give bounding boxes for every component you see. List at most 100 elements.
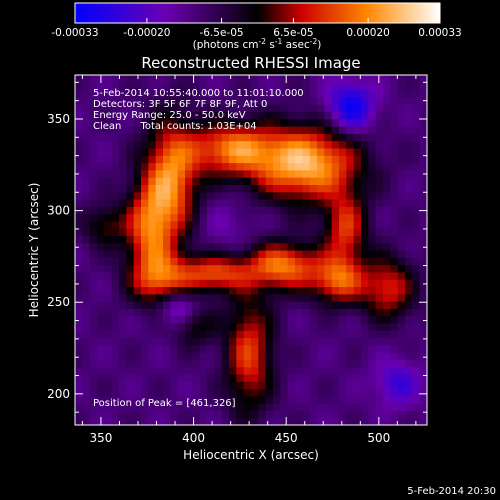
heatmap-cell	[302, 155, 311, 164]
heatmap-cell	[199, 82, 208, 91]
heatmap-cell	[317, 388, 325, 397]
heatmap-cell	[133, 213, 142, 222]
heatmap-cell	[412, 82, 421, 91]
heatmap-cell	[97, 322, 105, 331]
heatmap-cell	[170, 308, 179, 317]
heatmap-cell	[111, 111, 120, 120]
heatmap-cell	[148, 250, 157, 258]
heatmap-cell	[141, 155, 149, 164]
heatmap-cell	[207, 118, 215, 127]
heatmap-cell	[265, 89, 274, 98]
heatmap-cell	[353, 235, 362, 244]
heatmap-cell	[126, 242, 135, 251]
heatmap-cell	[412, 184, 421, 193]
heatmap-cell	[119, 381, 127, 390]
heatmap-cell	[309, 118, 318, 127]
heatmap-cell	[119, 242, 127, 251]
heatmap-cell	[287, 322, 296, 331]
colorbar-units-part: s	[266, 39, 275, 51]
heatmap-cell	[126, 264, 135, 273]
heatmap-cell	[273, 96, 281, 105]
heatmap-cell	[82, 104, 91, 113]
heatmap-cell	[346, 228, 355, 237]
heatmap-cell	[155, 286, 164, 295]
heatmap-cell	[82, 388, 91, 397]
heatmap-cell	[133, 140, 142, 149]
heatmap-cell	[89, 388, 98, 397]
heatmap-cell	[295, 271, 303, 280]
heatmap-cell	[97, 315, 105, 324]
heatmap-cell	[170, 89, 179, 98]
heatmap-cell	[155, 366, 164, 375]
heatmap-cell	[265, 213, 274, 222]
heatmap-cell	[119, 366, 127, 375]
heatmap-cell	[419, 271, 427, 280]
heatmap-cell	[265, 118, 274, 127]
heatmap-cell	[397, 89, 406, 98]
heatmap-cell	[214, 126, 223, 134]
heatmap-cell	[126, 111, 135, 120]
heatmap-cell	[280, 264, 289, 273]
heatmap-cell	[361, 301, 369, 309]
heatmap-cell	[302, 279, 311, 288]
heatmap-cell	[89, 286, 98, 295]
heatmap-cell	[221, 301, 230, 309]
heatmap-cell	[75, 235, 83, 244]
heatmap-cell	[368, 286, 377, 295]
heatmap-cell	[317, 228, 325, 237]
heatmap-cell	[331, 308, 340, 317]
heatmap-cell	[339, 75, 347, 83]
heatmap-cell	[141, 177, 149, 185]
heatmap-cell	[111, 308, 120, 317]
heatmap-cell	[97, 82, 105, 91]
heatmap-cell	[82, 322, 91, 331]
heatmap-cell	[177, 293, 186, 302]
heatmap-cell	[273, 308, 281, 317]
heatmap-cell	[346, 89, 355, 98]
heatmap-cell	[331, 140, 340, 149]
heatmap-cell	[397, 403, 406, 412]
heatmap-cell	[192, 235, 201, 244]
heatmap-cell	[258, 147, 267, 156]
heatmap-cell	[133, 257, 142, 266]
heatmap-cell	[163, 264, 171, 273]
heatmap-cell	[251, 228, 259, 237]
heatmap-cell	[302, 118, 311, 127]
heatmap-cell	[258, 82, 267, 91]
heatmap-cell	[177, 177, 186, 185]
heatmap-cell	[75, 279, 83, 288]
heatmap-cell	[302, 395, 311, 404]
heatmap-cell	[89, 191, 98, 200]
heatmap-cell	[375, 126, 384, 134]
heatmap-cell	[192, 395, 201, 404]
heatmap-cell	[258, 352, 267, 360]
heatmap-cell	[155, 410, 164, 419]
heatmap-cell	[89, 184, 98, 193]
heatmap-cell	[295, 257, 303, 266]
heatmap-cell	[361, 235, 369, 244]
heatmap-cell	[148, 264, 157, 273]
heatmap-cell	[339, 147, 347, 156]
heatmap-cell	[317, 315, 325, 324]
heatmap-cell	[331, 177, 340, 185]
heatmap-cell	[368, 264, 377, 273]
heatmap-cell	[229, 264, 237, 273]
heatmap-cell	[273, 198, 281, 207]
heatmap-cell	[383, 410, 391, 419]
heatmap-cell	[258, 293, 267, 302]
heatmap-cell	[419, 126, 427, 134]
heatmap-cell	[119, 118, 127, 127]
heatmap-cell	[236, 184, 245, 193]
heatmap-cell	[155, 403, 164, 412]
heatmap-cell	[155, 344, 164, 353]
heatmap-cell	[126, 75, 135, 83]
heatmap-cell	[133, 373, 142, 382]
heatmap-cell	[236, 177, 245, 185]
heatmap-cell	[207, 330, 215, 339]
heatmap-cell	[126, 213, 135, 222]
heatmap-cell	[412, 410, 421, 419]
heatmap-cell	[361, 140, 369, 149]
heatmap-cell	[383, 96, 391, 105]
heatmap-cell	[265, 366, 274, 375]
heatmap-cell	[302, 220, 311, 229]
